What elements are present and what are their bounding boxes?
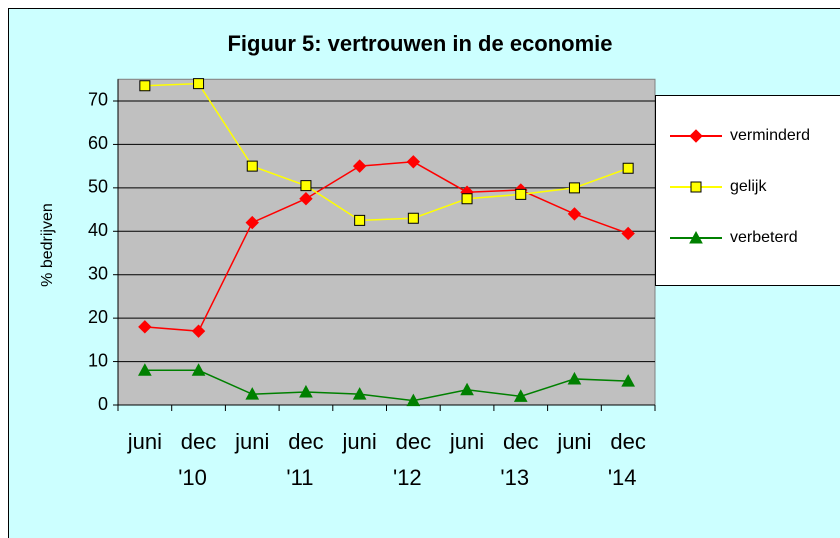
- data-point: [138, 363, 152, 376]
- y-tick-label: 40: [88, 220, 108, 240]
- y-tick-label: 0: [98, 394, 108, 414]
- y-axis-label: % bedrijven: [39, 203, 56, 287]
- data-point: [354, 214, 366, 226]
- y-tick-label: 50: [88, 177, 108, 197]
- data-point: [191, 324, 206, 338]
- data-point: [460, 382, 474, 396]
- series-line: [144, 82, 629, 222]
- x-tick-label: dec: [181, 429, 216, 454]
- y-tick-label: 70: [88, 90, 108, 110]
- data-point: [352, 159, 367, 173]
- data-point: [407, 212, 419, 224]
- legend-marker: [689, 129, 703, 143]
- x-tick-label: dec: [610, 429, 645, 454]
- data-point: [515, 188, 527, 200]
- plot-area: [117, 78, 656, 406]
- series-line: [144, 161, 629, 332]
- x-tick-label: dec: [503, 429, 538, 454]
- x-tick-label: juni: [342, 429, 377, 454]
- data-point: [406, 393, 421, 407]
- data-point: [138, 320, 152, 334]
- data-point: [406, 155, 421, 169]
- x-tick-label: dec: [396, 429, 431, 454]
- data-point: [461, 193, 473, 205]
- data-point: [621, 374, 635, 387]
- data-point: [193, 78, 205, 90]
- x-tick-label: juni: [449, 429, 484, 454]
- data-point: [299, 192, 313, 206]
- data-point: [139, 80, 151, 92]
- data-point: [621, 226, 635, 241]
- legend-marker: [690, 181, 702, 193]
- x-tick-label: juni: [234, 429, 269, 454]
- x-tick-label: juni: [556, 429, 591, 454]
- data-point: [622, 162, 634, 174]
- chart-title: Figuur 5: vertrouwen in de economie: [227, 31, 612, 56]
- x-year-label: '12: [393, 465, 422, 490]
- legend-marker: [689, 230, 703, 244]
- series-line: [144, 369, 629, 402]
- y-tick-label: 30: [88, 263, 108, 283]
- x-year-label: '10: [178, 465, 207, 490]
- data-point: [568, 182, 580, 194]
- data-point: [567, 371, 582, 385]
- y-tick-label: 10: [88, 350, 108, 370]
- data-point: [245, 387, 260, 400]
- data-point: [299, 384, 313, 398]
- x-year-label: '13: [500, 465, 529, 490]
- legend-label: verminderd: [730, 127, 810, 144]
- x-tick-label: juni: [127, 429, 162, 454]
- x-year-label: '14: [608, 465, 637, 490]
- legend-label: gelijk: [730, 178, 767, 195]
- data-point: [352, 387, 367, 400]
- data-point: [513, 389, 528, 402]
- data-point: [567, 207, 582, 221]
- legend: [655, 95, 840, 286]
- legend-label: verbeterd: [730, 229, 798, 246]
- data-point: [191, 363, 206, 376]
- data-point: [246, 160, 258, 172]
- data-point: [245, 215, 259, 230]
- y-tick-label: 60: [88, 133, 108, 153]
- data-point: [300, 180, 312, 192]
- x-year-label: '11: [286, 465, 313, 490]
- x-tick-label: dec: [288, 429, 323, 454]
- y-tick-label: 20: [88, 307, 108, 327]
